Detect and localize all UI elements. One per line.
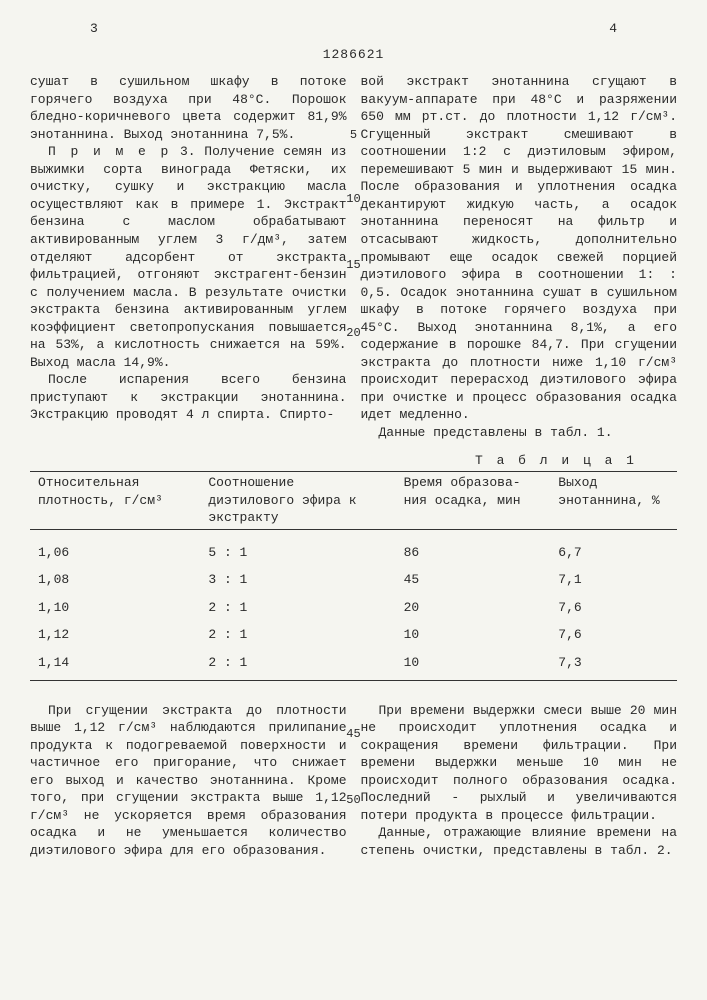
table-cell: 1,08	[30, 569, 200, 597]
left-column: сушат в сушильном шкафу в потоке горячег…	[30, 73, 347, 441]
table-cell: 10	[396, 624, 551, 652]
table-row: 1,142 : 1107,3	[30, 652, 677, 680]
table-row: 1,065 : 1866,7	[30, 529, 677, 569]
para-right-1: вой экстракт энотаннина сгущают в вакуум…	[361, 73, 678, 424]
table-cell: 2 : 1	[200, 652, 395, 680]
page-header: 3 4	[30, 20, 677, 38]
para-left-2: П р и м е р 3. Получение семян из выжимк…	[30, 143, 347, 371]
col-header-0: Относительная плотность, г/см³	[30, 472, 200, 530]
line-mark-50: 50	[346, 792, 360, 808]
para-left-1: сушат в сушильном шкафу в потоке горячег…	[30, 73, 347, 143]
table-cell: 6,7	[550, 529, 677, 569]
table-header-row: Относительная плотность, г/см³ Соотношен…	[30, 472, 677, 530]
page-num-right: 4	[609, 20, 617, 38]
table-cell: 7,6	[550, 624, 677, 652]
table-cell: 2 : 1	[200, 624, 395, 652]
table-cell: 7,1	[550, 569, 677, 597]
upper-columns: 5 10 15 20 сушат в сушильном шкафу в пот…	[30, 73, 677, 441]
lower-columns: 45 50 При сгущении экстракта до плотност…	[30, 702, 677, 860]
lower-para-right-1: При времени выдержки смеси выше 20 мин н…	[361, 702, 678, 825]
table-cell: 3 : 1	[200, 569, 395, 597]
table-row: 1,102 : 1207,6	[30, 597, 677, 625]
line-mark-15: 15	[346, 257, 360, 273]
lower-right-column: При времени выдержки смеси выше 20 мин н…	[361, 702, 678, 860]
col-header-3: Выход энотаннина, %	[550, 472, 677, 530]
lower-left-column: При сгущении экстракта до плотности выше…	[30, 702, 347, 860]
line-mark-20: 20	[346, 325, 360, 341]
col-header-2: Время образова- ния осадка, мин	[396, 472, 551, 530]
table-cell: 86	[396, 529, 551, 569]
lower-para-right-2: Данные, отражающие влияние времени на ст…	[361, 824, 678, 859]
table-cell: 1,12	[30, 624, 200, 652]
line-mark-45: 45	[346, 726, 360, 742]
table-bottom-rule	[30, 680, 677, 682]
lower-para-left-1: При сгущении экстракта до плотности выше…	[30, 702, 347, 860]
para-left-3: После испарения всего бензина приступают…	[30, 371, 347, 424]
line-mark-10: 10	[346, 191, 360, 207]
table-cell: 10	[396, 652, 551, 680]
table-row: 1,083 : 1457,1	[30, 569, 677, 597]
page-num-left: 3	[90, 20, 98, 38]
table-cell: 20	[396, 597, 551, 625]
data-table: Относительная плотность, г/см³ Соотношен…	[30, 471, 677, 679]
example-num: 3.	[171, 144, 204, 159]
col-header-1: Соотношение диэтилового эфира к экстракт…	[200, 472, 395, 530]
table-cell: 7,6	[550, 597, 677, 625]
table-cell: 1,14	[30, 652, 200, 680]
table-1-title: Т а б л и ц а 1	[30, 452, 637, 470]
table-cell: 45	[396, 569, 551, 597]
para-left-2-body: Получение семян из выжимки сорта виногра…	[30, 144, 347, 370]
table-cell: 2 : 1	[200, 597, 395, 625]
table-cell: 1,10	[30, 597, 200, 625]
table-1: Т а б л и ц а 1 Относительная плотность,…	[30, 452, 677, 682]
para-right-2: Данные представлены в табл. 1.	[361, 424, 678, 442]
table-cell: 1,06	[30, 529, 200, 569]
line-mark-5: 5	[350, 127, 357, 143]
right-column: вой экстракт энотаннина сгущают в вакуум…	[361, 73, 678, 441]
table-row: 1,122 : 1107,6	[30, 624, 677, 652]
table-cell: 5 : 1	[200, 529, 395, 569]
table-body: 1,065 : 1866,71,083 : 1457,11,102 : 1207…	[30, 529, 677, 679]
table-cell: 7,3	[550, 652, 677, 680]
example-label: П р и м е р	[48, 144, 171, 159]
document-number: 1286621	[30, 46, 677, 64]
